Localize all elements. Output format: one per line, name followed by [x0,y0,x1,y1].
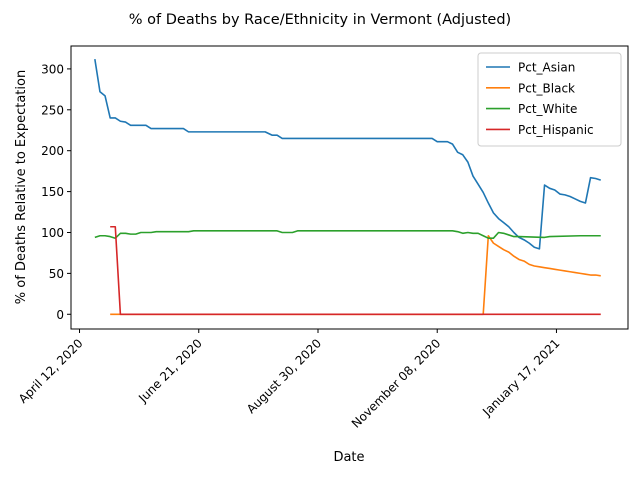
x-tick-label: November 08, 2020 [349,336,444,431]
x-tick-label: June 21, 2020 [135,336,205,406]
y-tick-label: 200 [41,144,64,158]
legend-label: Pct_Asian [518,61,575,75]
plot-area-frame [70,45,629,330]
y-tick-label: 250 [41,103,64,117]
legend: Pct_Asian Pct_Black Pct_White Pct_Hispanic [477,52,622,147]
series-line-pct-asian [94,58,601,250]
legend-label: Pct_Black [518,81,575,95]
series-line-pct-black [110,234,601,316]
y-tick-label: 300 [41,62,64,76]
y-tick-label: 100 [41,226,64,240]
x-axis-ticks: April 12, 2020 June 21, 2020 August 30, 20… [16,329,563,431]
y-axis-label: % of Deaths Relative to Expectation [14,70,29,304]
x-tick-label: April 12, 2020 [16,336,86,406]
y-axis-ticks: 0 50 100 150 200 250 300 [41,62,71,322]
legend-label: Pct_Hispanic [518,123,594,137]
series-lines [94,58,601,316]
x-tick-label: August 30, 2020 [244,336,324,416]
legend-box [477,52,622,147]
y-tick-label: 0 [56,308,64,322]
chart-title: % of Deaths by Race/Ethnicity in Vermont… [129,12,511,28]
x-axis-label: Date [333,450,364,465]
series-line-pct-white [94,230,601,240]
series-line-pct-hispanic [110,225,601,316]
x-tick-label: January 17, 2021 [479,336,562,419]
y-tick-label: 150 [41,185,64,199]
y-tick-label: 50 [49,267,64,281]
legend-label: Pct_White [518,102,577,116]
